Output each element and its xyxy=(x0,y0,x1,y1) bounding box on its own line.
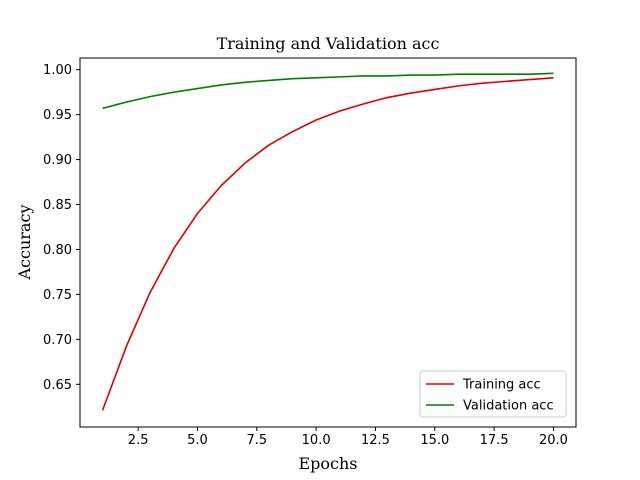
y-tick-label: 0.65 xyxy=(43,378,72,393)
plot-frame xyxy=(79,57,577,428)
y-tick-label: 1.00 xyxy=(43,63,72,78)
legend-box xyxy=(419,370,567,418)
legend-label: Validation acc xyxy=(463,399,554,414)
x-tick-label: 10.0 xyxy=(302,433,331,448)
chart-title: Training and Validation acc xyxy=(217,34,440,53)
series-line-training-acc xyxy=(101,76,554,411)
x-tick-label: 17.5 xyxy=(480,433,509,448)
y-tick-label: 0.90 xyxy=(43,153,72,168)
legend: Training acc Validation acc xyxy=(419,370,567,418)
series-line-validation-acc xyxy=(102,72,554,110)
x-tick-label: 12.5 xyxy=(361,433,390,448)
legend-label: Training acc xyxy=(462,378,541,393)
y-tick-label: 0.70 xyxy=(43,333,72,348)
series-layer xyxy=(101,72,554,411)
x-tick-label: 20.0 xyxy=(539,433,568,448)
x-tick-label: 2.5 xyxy=(128,433,149,448)
x-tick-label: 5.0 xyxy=(187,433,208,448)
x-axis-label: Epochs xyxy=(298,454,357,473)
y-tick-label: 0.80 xyxy=(43,243,72,258)
y-tick-label: 0.75 xyxy=(43,288,72,303)
axis-ticks: 2.5 5.0 7.5 10.0 12.5 15.0 17.5 20.0 0.65 0.70 0.7… xyxy=(43,63,568,448)
x-tick-label: 7.5 xyxy=(246,433,267,448)
y-axis-label: Accuracy xyxy=(15,205,34,281)
y-tick-label: 0.85 xyxy=(43,198,72,213)
x-tick-label: 15.0 xyxy=(420,433,449,448)
y-tick-label: 0.95 xyxy=(43,108,72,123)
